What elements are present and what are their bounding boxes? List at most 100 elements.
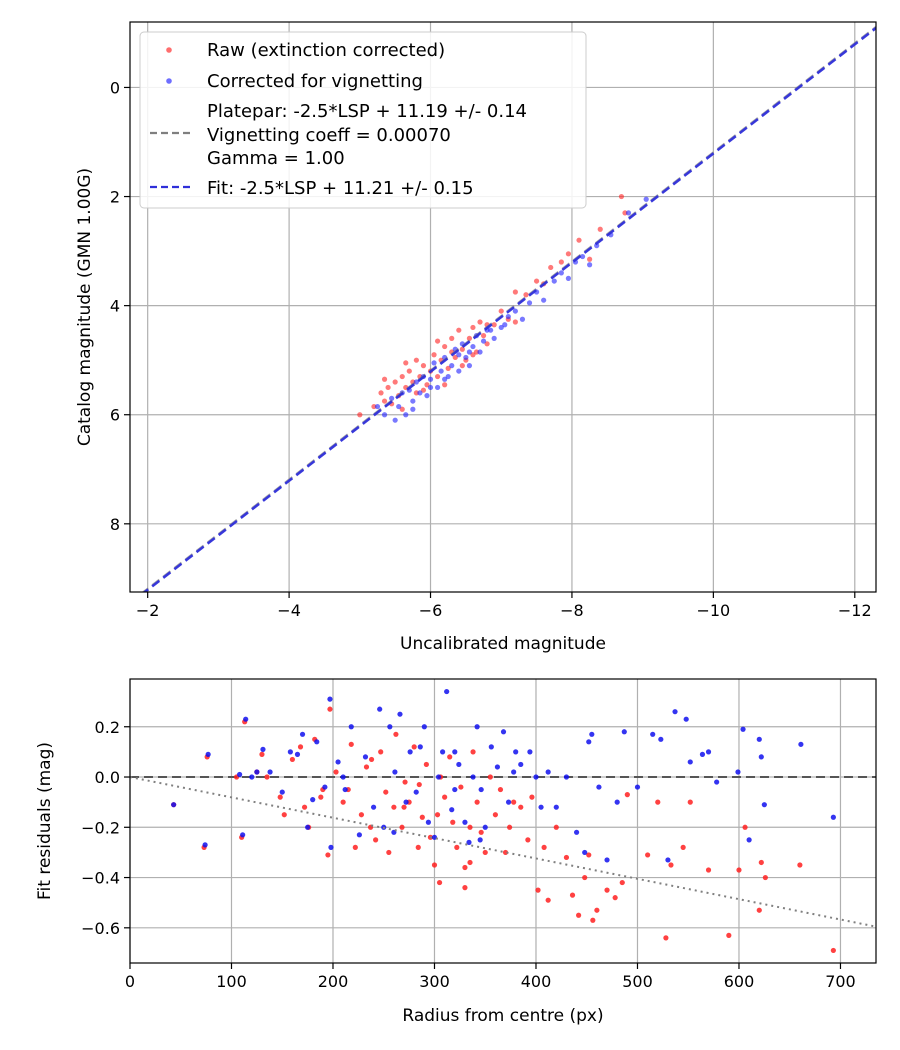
raw-point [576,237,582,243]
raw-point [467,824,473,830]
corrected-point [249,774,255,780]
raw-point [456,327,462,333]
raw-point [368,756,375,763]
raw-point [357,412,363,418]
raw-point [281,812,287,818]
corrected-point [758,754,764,760]
raw-point [450,819,456,825]
raw-point [587,256,593,262]
corrected-point [494,764,501,770]
corrected-point [478,786,484,793]
legend-box [139,31,587,209]
raw-point [553,824,559,830]
raw-point [399,373,405,380]
raw-point [434,812,441,818]
raw-point [348,741,354,747]
raw-point [470,749,476,755]
bottom-grid [129,679,876,963]
raw-point [498,308,504,314]
top-y-ticks: 0 2 4 6 8 [110,78,130,534]
corrected-point [452,786,458,793]
corrected-point [665,857,671,863]
raw-point [434,373,441,380]
raw-point [413,357,419,363]
corrected-point [279,789,285,795]
raw-point [264,774,270,780]
corrected-point [533,774,539,780]
raw-point [386,849,392,856]
corrected-point [381,412,388,418]
corrected-point [417,744,423,750]
corrected-point [563,774,570,780]
corrected-point [397,711,403,717]
corrected-point [260,746,266,752]
corrected-point [527,749,533,755]
x-tick-label: −2 [136,601,160,620]
corrected-point [362,754,369,760]
corrected-point [254,769,260,775]
raw-point [378,749,384,755]
top-x-axis-label: Uncalibrated magnitude [400,634,606,654]
corrected-point [335,759,341,765]
corrected-point [477,837,483,843]
corrected-point [545,769,551,775]
raw-point [424,382,430,388]
raw-point [301,804,308,810]
raw-point [458,784,464,790]
corrected-point [650,731,656,737]
raw-point [381,398,388,404]
raw-point [758,859,764,866]
corrected-point [519,316,526,322]
corrected-point [413,379,419,385]
raw-point [462,885,468,891]
corrected-point [456,368,462,374]
raw-point [442,343,448,350]
legend-platepar-label: Platepar: -2.5*LSP + 11.19 +/- 0.14 [207,101,527,122]
corrected-point [444,688,450,695]
corrected-point [491,335,497,341]
y-tick-label: 8 [110,515,120,534]
legend-corrected-marker [166,78,172,84]
corrected-point [452,749,458,755]
corrected-point [625,210,632,216]
corrected-point [740,726,746,732]
corrected-point [687,759,693,765]
corrected-point [392,417,398,423]
corrected-point [604,857,610,863]
corrected-point [505,799,512,805]
raw-point [385,384,391,391]
raw-point [797,862,803,868]
raw-point [277,794,283,800]
corrected-point [498,324,504,331]
corrected-point [594,243,600,249]
raw-point [668,862,674,868]
corrected-point [267,769,273,775]
raw-point [529,794,535,800]
raw-point [420,363,427,369]
corrected-point [449,807,455,813]
bottom-axes-frame [129,678,877,964]
raw-point [545,897,551,903]
raw-point [403,360,409,366]
corrected-point [328,844,334,850]
corrected-point [518,761,524,768]
corrected-point [305,824,311,830]
raw-point [680,844,686,850]
legend-raw-label: Raw (extinction corrected) [207,40,445,61]
corrected-point [240,832,246,838]
raw-point [431,862,438,868]
raw-point [518,804,524,810]
corrected-point [202,842,208,848]
raw-point [470,324,476,331]
raw-point [415,844,421,850]
corrected-point [427,384,434,391]
corrected-point [582,849,588,856]
raw-point [612,895,618,901]
corrected-point [374,403,381,410]
corrected-point [558,270,564,276]
raw-point [586,852,592,858]
raw-point [442,794,448,800]
corrected-point [410,406,416,412]
raw-point [594,907,600,913]
corrected-point [403,799,409,805]
